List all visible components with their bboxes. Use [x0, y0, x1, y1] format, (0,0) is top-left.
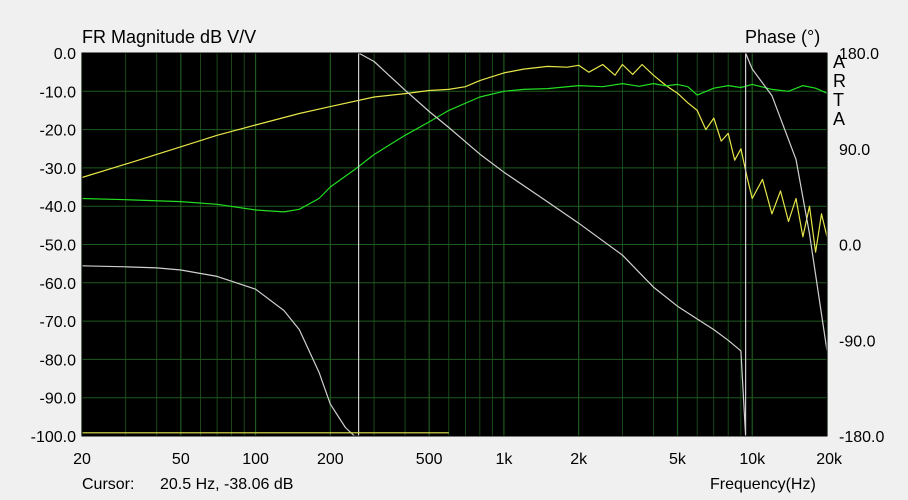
x-tick-label: 50 [172, 451, 190, 468]
y-tick-label: -100.0 [31, 429, 76, 446]
arta-letter-r: R [833, 71, 846, 91]
chart-title: FR Magnitude dB V/V [82, 27, 257, 47]
phase-axis-title: Phase (°) [745, 27, 821, 47]
x-tick-label: 5k [669, 451, 687, 468]
phase-tick-label: 0.0 [839, 238, 861, 255]
y-tick-label: -70.0 [40, 314, 77, 331]
phase-tick-label: 180.0 [839, 46, 879, 63]
axis-labels: 0.0 -10.0 -20.0 -30.0 -40.0 -50.0 -60.0 -70.0 -8… [31, 46, 885, 468]
x-tick-label: 500 [416, 451, 443, 468]
arta-letter-t: T [833, 90, 844, 110]
y-tick-label: -80.0 [40, 352, 77, 369]
y-tick-label: -60.0 [40, 276, 77, 293]
y-tick-label: -30.0 [40, 161, 77, 178]
y-tick-label: 0.0 [54, 46, 76, 63]
phase-tick-label: 90.0 [839, 142, 870, 159]
series-layer [81, 52, 828, 437]
phase-tick-label: -90.0 [839, 333, 876, 350]
y-tick-label: -90.0 [40, 391, 77, 408]
x-tick-label: 10k [739, 451, 766, 468]
phase-tick-label: -180.0 [839, 429, 884, 446]
gray-phase-line [81, 52, 828, 437]
grid [81, 52, 828, 437]
x-tick-label: 20k [816, 451, 843, 468]
x-tick-label: 200 [317, 451, 344, 468]
arta-letter-a2: A [833, 109, 846, 129]
x-axis-title: Frequency(Hz) [710, 476, 816, 493]
y-tick-label: -50.0 [40, 238, 77, 255]
plot-border [81, 52, 828, 437]
green-magnitude-line [81, 82, 828, 213]
arta-letter-a1: A [833, 52, 846, 72]
x-tick-label: 1k [495, 451, 513, 468]
yellow-magnitude-line [81, 63, 828, 253]
y-tick-label: -40.0 [40, 199, 77, 216]
y-tick-label: -20.0 [40, 123, 77, 140]
x-tick-label: 100 [242, 451, 269, 468]
cursor-readout: 20.5 Hz, -38.06 dB [160, 476, 294, 493]
y-tick-label: -10.0 [40, 84, 77, 101]
x-tick-label: 20 [73, 451, 91, 468]
x-tick-label: 2k [570, 451, 588, 468]
cursor-label: Cursor: [82, 476, 135, 493]
